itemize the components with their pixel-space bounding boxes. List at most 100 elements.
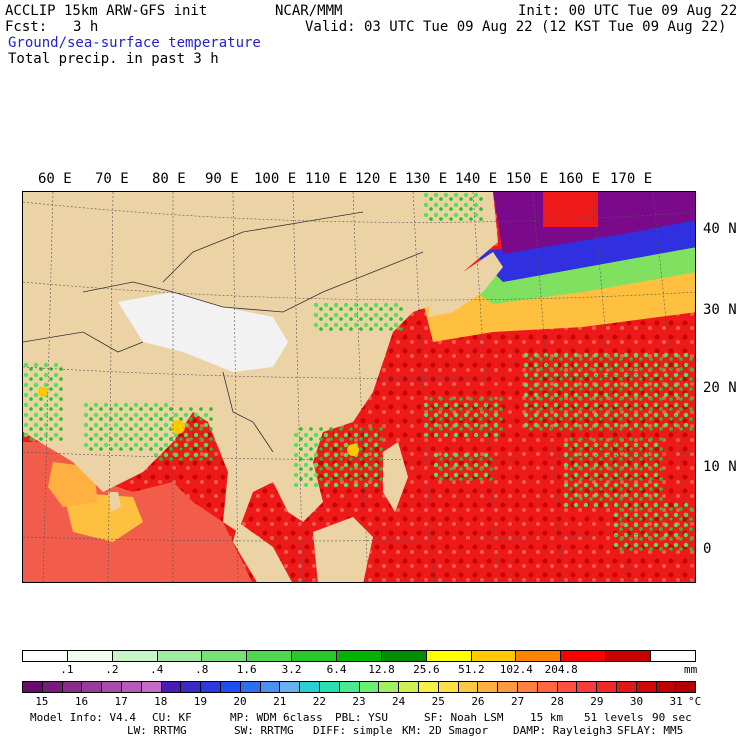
map-canvas (23, 192, 695, 582)
sri-lanka (108, 492, 121, 512)
model-info-item: KM: 2D Smagor (402, 724, 489, 737)
precip-tick-label: 1.6 (236, 663, 257, 676)
precip-tick-label: .1 (60, 663, 74, 676)
temperature-swatch (23, 682, 43, 692)
philippines (383, 442, 408, 512)
temperature-swatch (260, 682, 281, 692)
forecast-map (22, 191, 696, 583)
temperature-tick-label: 22 (312, 695, 326, 708)
temperature-swatch (379, 682, 400, 692)
temperature-swatch (557, 682, 578, 692)
heavy-rain-core-3 (38, 387, 48, 397)
precip-tick-label: 6.4 (326, 663, 347, 676)
temperature-swatch (220, 682, 241, 692)
temperature-tick-label: 25 (431, 695, 445, 708)
temperature-swatch (201, 682, 221, 692)
temperature-unit: °C (688, 695, 702, 708)
longitude-label: 80 E (152, 171, 186, 187)
field-precip-label: Total precip. in past 3 h (8, 51, 219, 67)
model-title: ACCLIP 15km ARW-GFS init (5, 3, 208, 19)
temperature-swatch (418, 682, 439, 692)
precip-unit: mm (684, 663, 698, 676)
precip-swatch (157, 651, 203, 661)
forecast-value: 3 h (73, 19, 99, 35)
country-borders (23, 211, 424, 453)
model-info-item: Model Info: V4.4 (30, 711, 136, 724)
heavy-rain-core-2 (347, 444, 359, 456)
model-info-item: 15 km (530, 711, 564, 724)
temperature-swatch (280, 682, 301, 692)
temperature-swatch (121, 682, 142, 692)
temperature-swatch (359, 682, 380, 692)
tibetan-plateau (118, 292, 288, 372)
model-info-item: DIFF: simple (313, 724, 393, 737)
precip-cells (23, 192, 693, 552)
temperature-swatch (399, 682, 419, 692)
sumatra (233, 522, 292, 582)
precip-swatch (112, 651, 158, 661)
model-info-item: LW: RRTMG (127, 724, 187, 737)
temperature-tick-label: 28 (550, 695, 564, 708)
temperature-swatch (240, 682, 261, 692)
longitude-label: 170 E (610, 171, 653, 187)
precip-swatch (516, 651, 562, 661)
precip-swatch (426, 651, 472, 661)
temperature-swatch (102, 682, 122, 692)
graticule (23, 192, 695, 582)
model-info-item: SF: Noah LSM (424, 711, 504, 724)
longitude-label: 130 E (405, 171, 448, 187)
temperature-tick-label: 27 (510, 695, 525, 708)
temperature-swatch (656, 682, 677, 692)
temperature-swatch (141, 682, 162, 692)
longitude-label: 90 E (205, 171, 239, 187)
borneo (313, 517, 373, 582)
model-info-item: 51 levels (584, 711, 644, 724)
precip-swatch (606, 651, 652, 661)
latitude-label: 40 N (703, 221, 737, 237)
temperature-swatch (161, 682, 182, 692)
precip-swatch (381, 651, 427, 661)
precip-tick-label: .4 (150, 663, 164, 676)
temperature-tick-label: 16 (74, 695, 89, 708)
precip-colorbar (22, 650, 696, 662)
temperature-swatch (42, 682, 63, 692)
longitude-label: 100 E (254, 171, 297, 187)
forecast-label: Fcst: (5, 19, 48, 35)
model-info-item: DAMP: Rayleigh3 (513, 724, 613, 737)
pacific-blue-band (473, 217, 695, 282)
precip-swatch (292, 651, 338, 661)
temperature-swatch (498, 682, 518, 692)
temperature-swatch (616, 682, 637, 692)
japan-islands (428, 252, 503, 317)
precip-swatch (651, 651, 695, 661)
temperature-tick-label: 26 (471, 695, 485, 708)
precip-swatch (23, 651, 68, 661)
precip-swatch (561, 651, 607, 661)
precip-tick-label: .8 (195, 663, 209, 676)
temperature-swatch (597, 682, 617, 692)
center-name: NCAR/MMM (275, 3, 343, 19)
field-temperature-label: Ground/sea-surface temperature (8, 35, 261, 51)
temperature-swatch (339, 682, 360, 692)
temperature-swatch (517, 682, 538, 692)
temperature-swatch (577, 682, 598, 692)
indian-ocean-cool (63, 492, 143, 542)
precip-tick-label: 51.2 (458, 663, 485, 676)
temperature-tick-label: 19 (193, 695, 208, 708)
longitude-label: 160 E (558, 171, 601, 187)
precip-tick-label: 12.8 (368, 663, 395, 676)
temperature-swatch (62, 682, 83, 692)
latitude-label: 30 N (703, 302, 737, 318)
model-info-item: SFLAY: MM5 (617, 724, 684, 737)
temperature-tick-label: 29 (590, 695, 604, 708)
temperature-tick-label: 23 (352, 695, 366, 708)
longitude-label: 70 E (95, 171, 129, 187)
longitude-label: 150 E (506, 171, 549, 187)
temperature-colorbar (22, 681, 696, 693)
temperature-swatch (537, 682, 558, 692)
temperature-swatch (82, 682, 103, 692)
temperature-swatch (438, 682, 459, 692)
precip-swatch (67, 651, 113, 661)
temperature-tick-label: 31 (669, 695, 683, 708)
precip-swatch (247, 651, 293, 661)
